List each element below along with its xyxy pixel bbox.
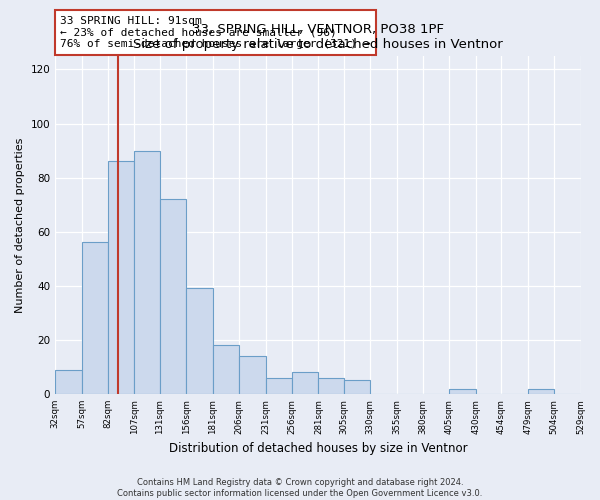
Bar xyxy=(266,378,292,394)
Text: 33 SPRING HILL: 91sqm
← 23% of detached houses are smaller (96)
76% of semi-deta: 33 SPRING HILL: 91sqm ← 23% of detached … xyxy=(61,16,371,49)
Bar xyxy=(527,388,554,394)
Bar xyxy=(160,199,186,394)
Bar xyxy=(319,378,344,394)
Bar xyxy=(212,346,239,394)
Bar xyxy=(449,388,476,394)
Title: 33, SPRING HILL, VENTNOR, PO38 1PF
Size of property relative to detached houses : 33, SPRING HILL, VENTNOR, PO38 1PF Size … xyxy=(133,22,503,50)
Bar xyxy=(186,288,212,394)
X-axis label: Distribution of detached houses by size in Ventnor: Distribution of detached houses by size … xyxy=(169,442,467,455)
Text: Contains HM Land Registry data © Crown copyright and database right 2024.
Contai: Contains HM Land Registry data © Crown c… xyxy=(118,478,482,498)
Bar xyxy=(108,162,134,394)
Bar xyxy=(55,370,82,394)
Bar xyxy=(344,380,370,394)
Bar xyxy=(134,150,160,394)
Y-axis label: Number of detached properties: Number of detached properties xyxy=(15,137,25,312)
Bar xyxy=(82,242,108,394)
Bar xyxy=(292,372,319,394)
Bar xyxy=(239,356,266,394)
